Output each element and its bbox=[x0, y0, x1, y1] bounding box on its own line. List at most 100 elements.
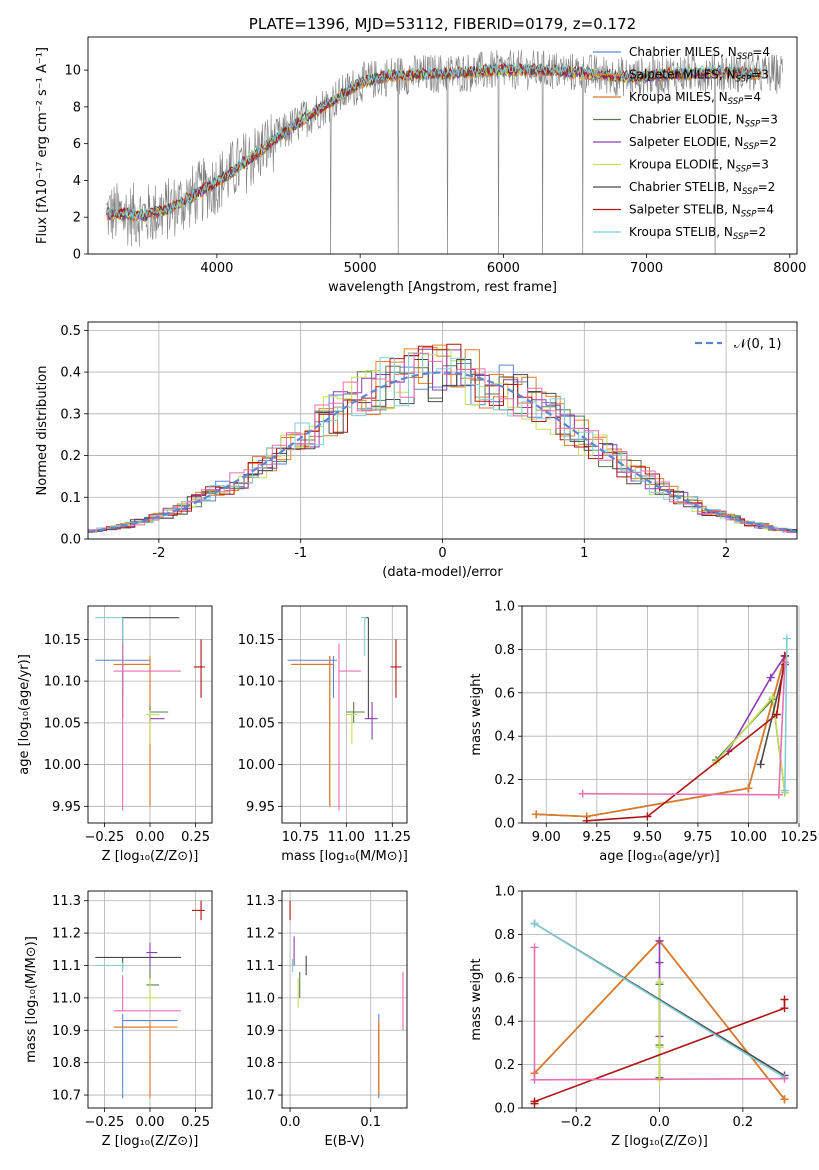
legend-entry: Chabrier MILES, NSSP=4 bbox=[629, 45, 770, 62]
y-tick-label: 10.15 bbox=[238, 633, 275, 648]
chart-spectrum: 4000 5000 6000 7000 8000 0 2 4 6 8 10 wavelength [A… bbox=[35, 15, 806, 295]
axes-frame bbox=[87, 321, 798, 540]
y-tick-label: 6 bbox=[73, 137, 81, 152]
weight-marker-chabrier_stelib bbox=[756, 760, 765, 769]
weight-marker-pink bbox=[780, 1074, 789, 1083]
chart-age_vs_Z: −0.25 0.00 0.25 9.95 10.00 10.05 10.10 10.15 Z [… bbox=[17, 605, 213, 864]
weight-marker-pink bbox=[780, 658, 789, 667]
x-tick-label: 0.00 bbox=[136, 830, 165, 845]
weight-line-kroupa_stelib bbox=[534, 922, 785, 1079]
spectrum-data-line bbox=[106, 50, 783, 254]
plot-area-mass_vs_ebv bbox=[289, 900, 404, 1099]
x-tick-label: 0.2 bbox=[732, 1115, 753, 1130]
weight-marker-salpeter_elodie bbox=[655, 936, 664, 945]
x-tick-label: 6000 bbox=[487, 261, 520, 276]
error-point-chabrier_stelib bbox=[122, 617, 180, 719]
x-tick-label: 7000 bbox=[630, 261, 663, 276]
axes-frame bbox=[87, 890, 213, 1109]
error-point-kroupa_elodie bbox=[146, 978, 158, 1008]
error-point-chabrier_elodie bbox=[146, 965, 160, 998]
y-tick-label: 10.7 bbox=[246, 1089, 275, 1104]
plot-area-weight_vs_Z bbox=[530, 919, 789, 1108]
y-tick-label: 0.0 bbox=[494, 1102, 515, 1117]
plot-area-residuals bbox=[88, 343, 797, 535]
x-tick-label: −0.25 bbox=[84, 1115, 124, 1130]
weight-marker-pink bbox=[530, 943, 539, 952]
x-tick-label: 4000 bbox=[200, 261, 233, 276]
y-tick-label: 0.8 bbox=[494, 643, 515, 658]
axes-frame bbox=[521, 890, 798, 1109]
spectrum-model-kroupa_stelib bbox=[106, 62, 762, 220]
y-tick-label: 10.9 bbox=[246, 1024, 275, 1039]
weight-marker-kroupa_stelib bbox=[530, 919, 539, 928]
x-tick-label: 2 bbox=[722, 546, 730, 561]
x-axis-label: age [log₁₀(age/yr)] bbox=[599, 849, 720, 864]
y-tick-label: 11.1 bbox=[52, 959, 81, 974]
x-tick-label: 9.00 bbox=[532, 830, 561, 845]
x-tick-label: 9.50 bbox=[633, 830, 662, 845]
error-point-kroupa_stelib bbox=[361, 617, 367, 657]
y-tick-label: 0.3 bbox=[60, 407, 81, 422]
y-tick-label: 10.9 bbox=[52, 1024, 81, 1039]
x-tick-label: 8000 bbox=[773, 261, 806, 276]
axes-frame bbox=[521, 605, 798, 824]
x-axis-label: E(B-V) bbox=[324, 1134, 364, 1149]
y-tick-label: 4 bbox=[73, 174, 81, 189]
weight-marker-salpeter_stelib bbox=[780, 995, 789, 1004]
histogram-kroupa_stelib bbox=[88, 352, 797, 532]
legend-entry: Chabrier STELIB, NSSP=2 bbox=[629, 180, 775, 197]
normal-curve bbox=[88, 371, 797, 533]
x-tick-label: 9.75 bbox=[683, 830, 712, 845]
y-tick-label: 0.1 bbox=[60, 491, 81, 506]
x-tick-label: −0.2 bbox=[560, 1115, 592, 1130]
axes-frame bbox=[87, 36, 798, 255]
error-point-salpeter_elodie bbox=[149, 714, 165, 723]
error-point-chabrier_miles bbox=[287, 656, 338, 698]
legend-entry: Salpeter STELIB, NSSP=4 bbox=[629, 203, 774, 220]
error-point-salpeter_elodie bbox=[364, 701, 378, 740]
plot-area-age_vs_Z bbox=[95, 617, 205, 811]
error-point-chabrier_stelib bbox=[95, 956, 181, 969]
x-tick-label: 0.0 bbox=[280, 1115, 301, 1130]
weight-marker-salpeter_elodie bbox=[655, 958, 664, 967]
weight-line-salpeter_stelib bbox=[586, 655, 786, 822]
weight-marker-kroupa_miles bbox=[780, 1095, 789, 1104]
axes-frame bbox=[87, 605, 213, 824]
y-tick-label: 0.6 bbox=[494, 686, 515, 701]
weight-marker-salpeter_stelib bbox=[772, 710, 781, 719]
y-axis-label: mass weight bbox=[469, 958, 484, 1040]
x-tick-label: 11.00 bbox=[328, 830, 365, 845]
chart-mass_vs_Z: −0.25 0.00 0.25 10.7 10.8 10.9 11.0 11.1 11.2 11.… bbox=[24, 890, 213, 1149]
weight-marker-salpeter_stelib bbox=[780, 1004, 789, 1013]
error-point-pink bbox=[338, 643, 362, 811]
y-tick-label: 0.4 bbox=[60, 366, 81, 381]
y-axis-label: age [log₁₀(age/yr)] bbox=[17, 654, 32, 775]
y-tick-label: 11.2 bbox=[246, 927, 275, 942]
error-point-salpeter_stelib bbox=[390, 639, 402, 698]
error-point-chabrier_stelib bbox=[364, 617, 369, 719]
error-point-chabrier_elodie bbox=[346, 701, 365, 723]
error-point-salpeter_elodie bbox=[146, 942, 158, 966]
error-point-pink bbox=[113, 975, 181, 1012]
error-point-kroupa_stelib bbox=[95, 962, 124, 972]
y-tick-label: 9.95 bbox=[246, 800, 275, 815]
weight-line-salpeter_elodie bbox=[727, 655, 786, 752]
weight-marker-pink bbox=[530, 1075, 539, 1084]
weight-marker-kroupa_elodie bbox=[655, 1043, 664, 1052]
y-tick-label: 10.15 bbox=[44, 633, 81, 648]
residuals-legend: 𝒩(0, 1) bbox=[695, 337, 781, 352]
y-tick-label: 11.3 bbox=[246, 894, 275, 909]
y-tick-label: 10.05 bbox=[44, 716, 81, 731]
y-tick-label: 9.95 bbox=[52, 800, 81, 815]
weight-marker-kroupa_stelib bbox=[782, 634, 791, 643]
weight-marker-kroupa_elodie bbox=[655, 978, 664, 987]
legend-entry: Kroupa STELIB, NSSP=2 bbox=[629, 225, 766, 242]
x-axis-label: (data-model)/error bbox=[382, 565, 503, 580]
error-point-salpeter_stelib bbox=[193, 639, 205, 698]
histogram-kroupa_miles bbox=[88, 346, 797, 533]
x-tick-label: 5000 bbox=[344, 261, 377, 276]
weight-marker-kroupa_miles bbox=[532, 810, 541, 819]
y-tick-label: 11.2 bbox=[52, 927, 81, 942]
y-tick-label: 0.4 bbox=[494, 1015, 515, 1030]
